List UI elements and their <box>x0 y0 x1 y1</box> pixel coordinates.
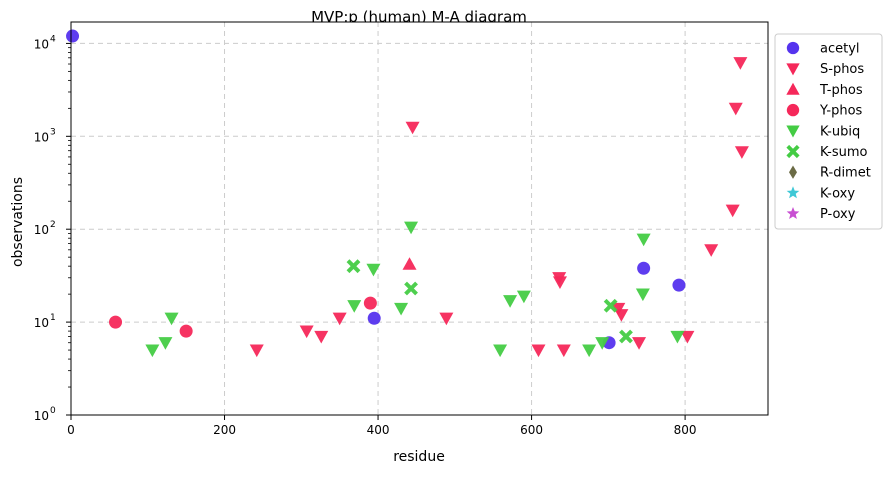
data-point <box>164 312 179 326</box>
data-point <box>636 233 651 247</box>
legend: acetyl S-phos T-phos Y-phos K-ubiq K-sumo R-di… <box>774 33 883 230</box>
data-point <box>603 298 618 313</box>
data-point <box>367 311 381 325</box>
data-point <box>145 344 160 358</box>
data-point <box>439 312 454 326</box>
data-point <box>552 276 567 290</box>
legend-label: K-sumo <box>820 145 868 160</box>
legend-marker <box>786 63 800 76</box>
data-point <box>66 29 80 43</box>
y-tick-exponent: 0 <box>50 406 56 416</box>
legend-frame <box>774 33 883 230</box>
legend-label: K-ubiq <box>820 124 860 139</box>
data-point <box>366 263 381 277</box>
data-point <box>249 344 264 358</box>
data-point <box>404 281 418 296</box>
data-point <box>725 204 740 218</box>
legend-label: S-phos <box>820 62 864 77</box>
data-point <box>670 330 685 344</box>
y-tick-exponent: 3 <box>50 127 56 137</box>
data-point <box>363 296 377 310</box>
legend-marker <box>786 103 800 117</box>
legend-label: Y-phos <box>819 104 863 119</box>
legend-marker <box>786 186 800 199</box>
data-point <box>503 295 518 308</box>
data-point <box>704 244 719 257</box>
data-point <box>516 290 531 304</box>
y-tick-label: 10 <box>34 130 49 144</box>
data-point <box>179 324 193 338</box>
data-point <box>405 121 420 135</box>
data-point <box>404 221 419 235</box>
legend-label: T-phos <box>819 83 863 98</box>
data-point <box>733 57 748 70</box>
data-point <box>637 261 651 275</box>
legend-label: K-oxy <box>820 186 855 201</box>
y-tick-label: 10 <box>34 223 49 237</box>
data-point <box>595 337 610 350</box>
y-tick-label: 10 <box>34 316 49 330</box>
data-point <box>728 102 743 116</box>
grid <box>71 22 768 415</box>
y-tick-label: 10 <box>34 37 49 51</box>
x-tick-label: 200 <box>213 423 236 437</box>
plot-area <box>71 22 768 415</box>
legend-marker <box>786 125 800 138</box>
data-point <box>346 259 361 274</box>
y-tick-exponent: 2 <box>50 220 56 230</box>
data-point <box>402 257 417 270</box>
x-tick-label: 0 <box>67 423 75 437</box>
legend-marker <box>786 82 800 95</box>
legend-label: P-oxy <box>820 207 856 222</box>
legend-label: R-dimet <box>820 166 871 181</box>
legend-marker <box>786 144 800 159</box>
data-point <box>394 302 409 316</box>
data-point <box>556 344 571 358</box>
data-point <box>347 300 362 313</box>
legend-marker <box>786 206 800 219</box>
data-point <box>672 278 686 292</box>
y-tick-label: 10 <box>34 409 49 423</box>
data-point <box>109 315 123 329</box>
plot-border <box>70 21 769 416</box>
data-point <box>680 330 695 344</box>
data-point <box>332 312 347 326</box>
data-point <box>734 146 749 159</box>
data-point <box>299 325 314 339</box>
data-point <box>531 344 546 358</box>
data-point <box>314 330 329 344</box>
y-tick-exponent: 1 <box>50 313 56 323</box>
data-point <box>614 309 629 322</box>
legend-marker <box>786 41 800 55</box>
x-tick-label: 600 <box>520 423 543 437</box>
legend-marker <box>789 165 797 179</box>
data-point <box>619 329 633 344</box>
x-tick-label: 800 <box>674 423 697 437</box>
y-tick-exponent: 4 <box>50 34 56 44</box>
data-point <box>158 337 173 350</box>
y-axis-label: observations <box>10 177 26 267</box>
data-points <box>66 29 749 358</box>
data-point <box>632 337 647 350</box>
legend-label: acetyl <box>820 42 860 57</box>
data-point <box>493 344 508 358</box>
data-point <box>582 344 597 358</box>
data-point <box>635 288 650 302</box>
x-axis-label: residue <box>393 449 445 465</box>
x-tick-label: 400 <box>367 423 390 437</box>
